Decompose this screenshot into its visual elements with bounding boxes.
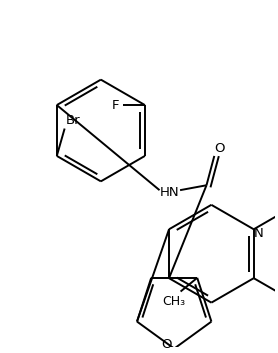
Text: N: N: [254, 227, 264, 240]
Text: O: O: [214, 142, 224, 155]
Text: Br: Br: [66, 114, 80, 127]
Text: HN: HN: [160, 186, 179, 199]
Text: O: O: [161, 338, 172, 351]
Text: CH₃: CH₃: [162, 295, 185, 308]
Text: F: F: [112, 98, 119, 112]
